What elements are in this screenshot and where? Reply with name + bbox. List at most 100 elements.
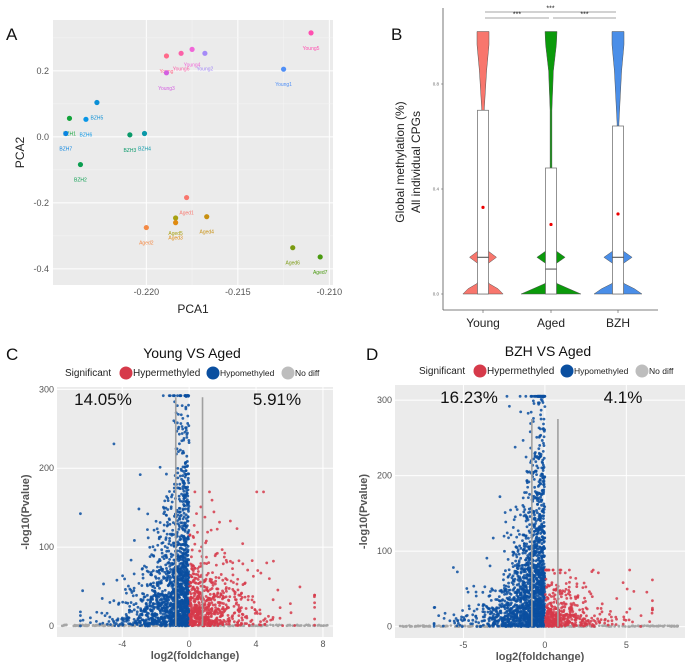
point-hypermethylated [221, 578, 225, 582]
legend-label: No diff [649, 366, 674, 376]
point-hypomethylated [542, 435, 546, 439]
point-hypomethylated [539, 452, 543, 456]
legend-swatch [560, 364, 574, 378]
point-hypermethylated [544, 577, 548, 581]
pca-point-label: Aged3 [168, 236, 183, 242]
point-no-diff [242, 624, 246, 627]
pca-point [63, 130, 69, 137]
point-hypermethylated [189, 598, 193, 601]
point-hypomethylated [510, 624, 514, 628]
point-hypomethylated [511, 561, 514, 565]
point-hypermethylated [219, 592, 223, 596]
point-hypomethylated [488, 607, 491, 611]
point-hypomethylated [542, 483, 545, 487]
point-hypomethylated [533, 485, 537, 489]
legend-label: Hypomethyled [574, 366, 629, 376]
point-hypomethylated [117, 601, 121, 605]
point-hypomethylated [108, 601, 112, 604]
point-hypomethylated [177, 497, 181, 501]
point-hypomethylated [126, 584, 130, 588]
point-hypermethylated [192, 599, 196, 603]
point-hypermethylated [215, 587, 219, 591]
point-hypermethylated [197, 565, 201, 569]
point-hypomethylated [521, 539, 524, 543]
point-hypomethylated [503, 511, 507, 514]
point-hypomethylated [146, 528, 149, 532]
y-axis-label-line2: All individual CPGs [409, 111, 423, 213]
point-hypermethylated [224, 603, 228, 607]
data-points [398, 394, 680, 629]
point-hypomethylated [538, 515, 542, 519]
point-hypomethylated [165, 569, 169, 573]
point-hypomethylated [506, 575, 510, 579]
pca-point [66, 115, 73, 121]
point-hypomethylated [155, 569, 159, 573]
point-hypomethylated [525, 516, 529, 520]
point-hypomethylated [172, 394, 176, 398]
point-hypomethylated [513, 515, 517, 519]
point-hypomethylated [509, 609, 513, 613]
point-hypermethylated [625, 587, 629, 591]
pca-point-label: BZH1 [63, 131, 76, 137]
point-hypomethylated [167, 591, 171, 594]
point-hypomethylated [536, 496, 540, 500]
point-hypomethylated [525, 613, 529, 617]
point-hypomethylated [462, 616, 466, 619]
point-hypomethylated [432, 606, 436, 609]
point-hypomethylated [533, 545, 537, 549]
point-hypomethylated [543, 405, 547, 409]
legend-label: No diff [295, 368, 320, 378]
y-axis-label: -log10(Pvalue) [358, 474, 370, 550]
point-no-diff [288, 623, 292, 627]
point-hypomethylated [535, 435, 539, 439]
point-hypomethylated [535, 532, 539, 536]
point-hypomethylated [528, 540, 532, 544]
point-hypomethylated [532, 580, 536, 584]
point-hypomethylated [527, 511, 530, 515]
point-no-diff [103, 623, 107, 627]
point-hypomethylated [180, 572, 183, 576]
point-no-diff [410, 625, 414, 628]
point-hypomethylated [526, 572, 529, 576]
point-hypermethylated [573, 595, 577, 599]
point-hypermethylated [212, 594, 216, 598]
point-hypomethylated [511, 588, 515, 592]
point-hypomethylated [182, 515, 186, 519]
point-hypomethylated [483, 610, 486, 614]
point-hypermethylated [262, 490, 265, 494]
point-hypomethylated [481, 590, 485, 594]
point-hypermethylated [189, 562, 193, 566]
point-hypomethylated [483, 585, 487, 589]
point-hypomethylated [177, 432, 181, 436]
point-hypomethylated [112, 621, 116, 624]
point-hypermethylated [552, 595, 556, 598]
point-hypomethylated [178, 510, 181, 514]
point-hypermethylated [313, 595, 316, 599]
point-hypermethylated [622, 615, 626, 619]
point-hypomethylated [166, 571, 170, 575]
point-hypomethylated [531, 399, 535, 403]
point-hypomethylated [164, 563, 168, 567]
point-hypomethylated [169, 507, 173, 510]
significance-label: *** [580, 12, 588, 19]
point-hypermethylated [621, 581, 625, 585]
point-hypermethylated [198, 581, 201, 585]
point-hypomethylated [537, 547, 541, 551]
point-hypomethylated [186, 479, 190, 482]
point-hypomethylated [516, 588, 520, 592]
point-no-diff [628, 625, 631, 628]
point-hypermethylated [258, 612, 262, 616]
point-hypomethylated [140, 567, 144, 571]
point-hypomethylated [452, 566, 455, 569]
point-hypomethylated [526, 589, 530, 593]
point-hypomethylated [163, 616, 167, 620]
point-hypomethylated [143, 564, 146, 568]
point-hypermethylated [209, 614, 213, 617]
point-hypomethylated [541, 548, 544, 552]
point-hypomethylated [116, 624, 120, 628]
point-hypomethylated [519, 410, 523, 414]
point-hypomethylated [184, 407, 188, 411]
point-hypermethylated [189, 601, 192, 605]
point-hypomethylated [455, 624, 459, 628]
